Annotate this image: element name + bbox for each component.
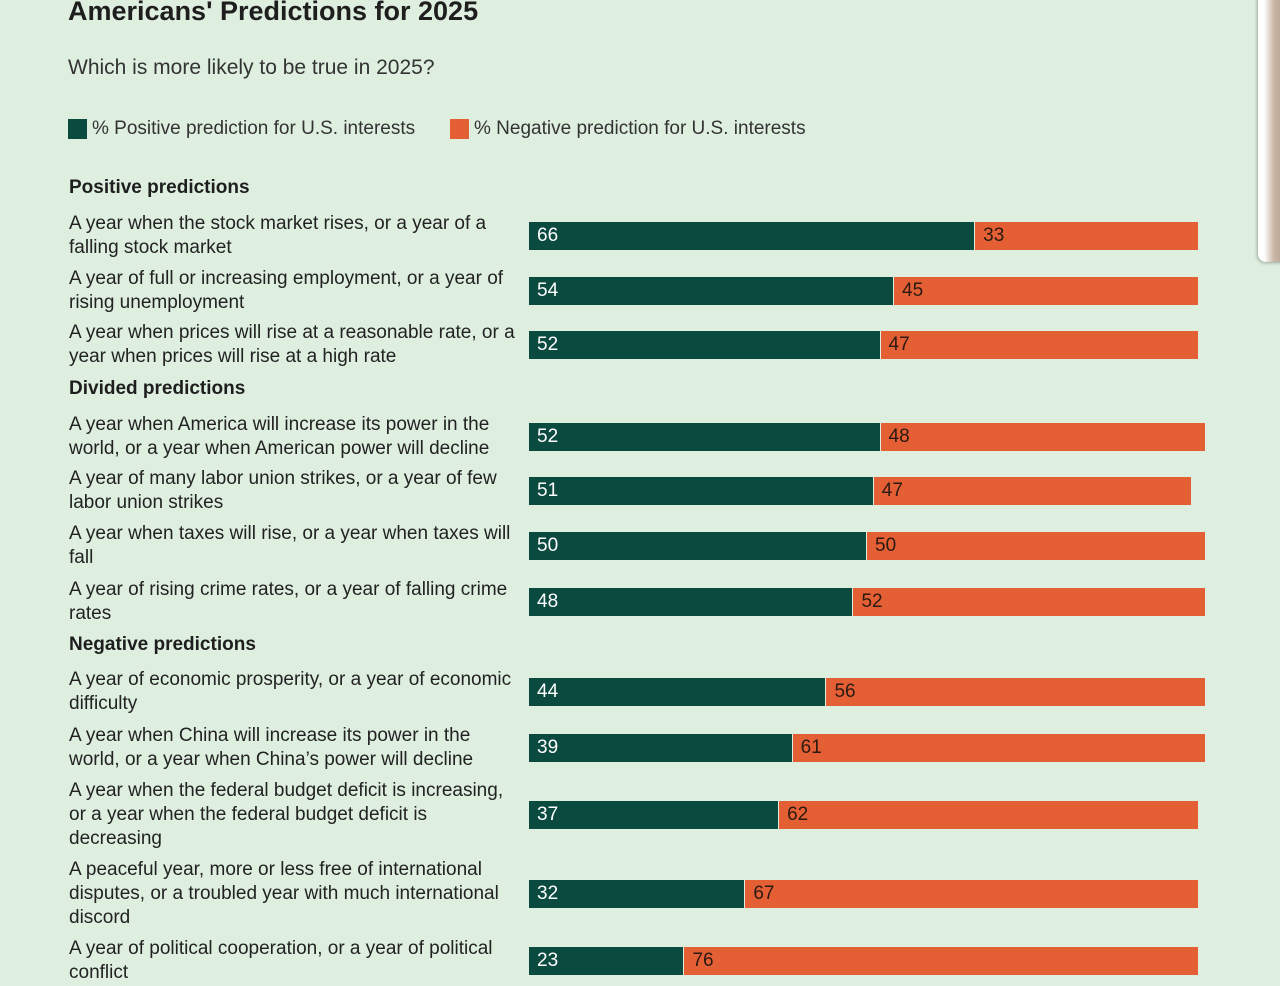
value-label: 62 — [787, 804, 809, 825]
value-label: 39 — [537, 737, 559, 758]
bar — [873, 477, 1192, 505]
value-label: 51 — [537, 480, 559, 501]
category-label: A year of economic prosperity, or a year… — [69, 669, 512, 714]
value-label: 50 — [875, 535, 897, 556]
bar — [684, 947, 1199, 975]
value-label: 61 — [800, 737, 822, 758]
bar — [529, 477, 873, 505]
category-label: A year when America will increase its po… — [69, 414, 490, 459]
bar — [880, 331, 1199, 359]
category-label: A year when the federal budget deficit i… — [69, 780, 504, 849]
legend-swatch — [68, 119, 87, 139]
chart-title: Americans' Predictions for 2025 — [68, 0, 479, 26]
value-label: 45 — [902, 280, 924, 301]
value-label: 47 — [881, 480, 903, 501]
group-header: Positive predictions — [69, 177, 250, 198]
bar — [867, 532, 1205, 560]
bar — [894, 277, 1199, 305]
category-label: A year when China will increase its powe… — [69, 725, 474, 770]
value-label: 48 — [537, 591, 559, 612]
value-label: 76 — [692, 950, 714, 971]
value-label: 67 — [753, 883, 775, 904]
category-label: A year of many labor union strikes, or a… — [69, 468, 497, 513]
bar — [529, 423, 880, 451]
value-label: 52 — [537, 426, 559, 447]
bar — [529, 588, 853, 616]
value-label: 66 — [537, 225, 559, 246]
value-label: 50 — [537, 535, 559, 556]
bar — [529, 532, 866, 560]
group-header: Divided predictions — [69, 378, 246, 399]
value-label: 23 — [537, 950, 559, 971]
chart-subtitle: Which is more likely to be true in 2025? — [68, 56, 435, 79]
value-label: 48 — [888, 426, 910, 447]
bar — [529, 947, 684, 975]
legend-item: % Positive prediction for U.S. interests — [68, 118, 415, 140]
bar — [529, 331, 880, 359]
bar — [880, 423, 1205, 451]
category-label: A year when the stock market rises, or a… — [69, 213, 487, 258]
bar — [529, 222, 975, 250]
side-card — [1258, 0, 1280, 262]
category-label: A year when taxes will rise, or a year w… — [69, 523, 511, 568]
value-label: 52 — [861, 591, 883, 612]
bar — [779, 801, 1199, 829]
value-label: 52 — [537, 334, 559, 355]
bar — [745, 880, 1199, 908]
category-label: A year when prices will rise at a reason… — [69, 322, 515, 367]
value-label: 32 — [537, 883, 559, 904]
value-label: 47 — [888, 334, 910, 355]
group-header: Negative predictions — [69, 634, 256, 655]
bar — [826, 678, 1205, 706]
legend-label: % Negative prediction for U.S. interests — [474, 118, 806, 139]
bar — [853, 588, 1205, 616]
bar — [529, 880, 745, 908]
value-label: 37 — [537, 804, 559, 825]
legend-item: % Negative prediction for U.S. interests — [450, 118, 806, 140]
category-label: A peaceful year, more or less free of in… — [69, 859, 499, 928]
bar — [529, 678, 826, 706]
category-label: A year of rising crime rates, or a year … — [69, 579, 508, 624]
legend-swatch — [450, 119, 469, 139]
bar — [975, 222, 1199, 250]
bar — [529, 734, 792, 762]
value-label: 44 — [537, 681, 559, 702]
value-label: 56 — [834, 681, 856, 702]
category-label: A year of political cooperation, or a ye… — [69, 938, 493, 983]
bar — [792, 734, 1205, 762]
bar — [529, 277, 894, 305]
value-label: 33 — [983, 225, 1005, 246]
legend-label: % Positive prediction for U.S. interests — [92, 118, 416, 139]
category-label: A year of full or increasing employment,… — [69, 268, 504, 313]
bar — [529, 801, 779, 829]
value-label: 54 — [537, 280, 559, 301]
